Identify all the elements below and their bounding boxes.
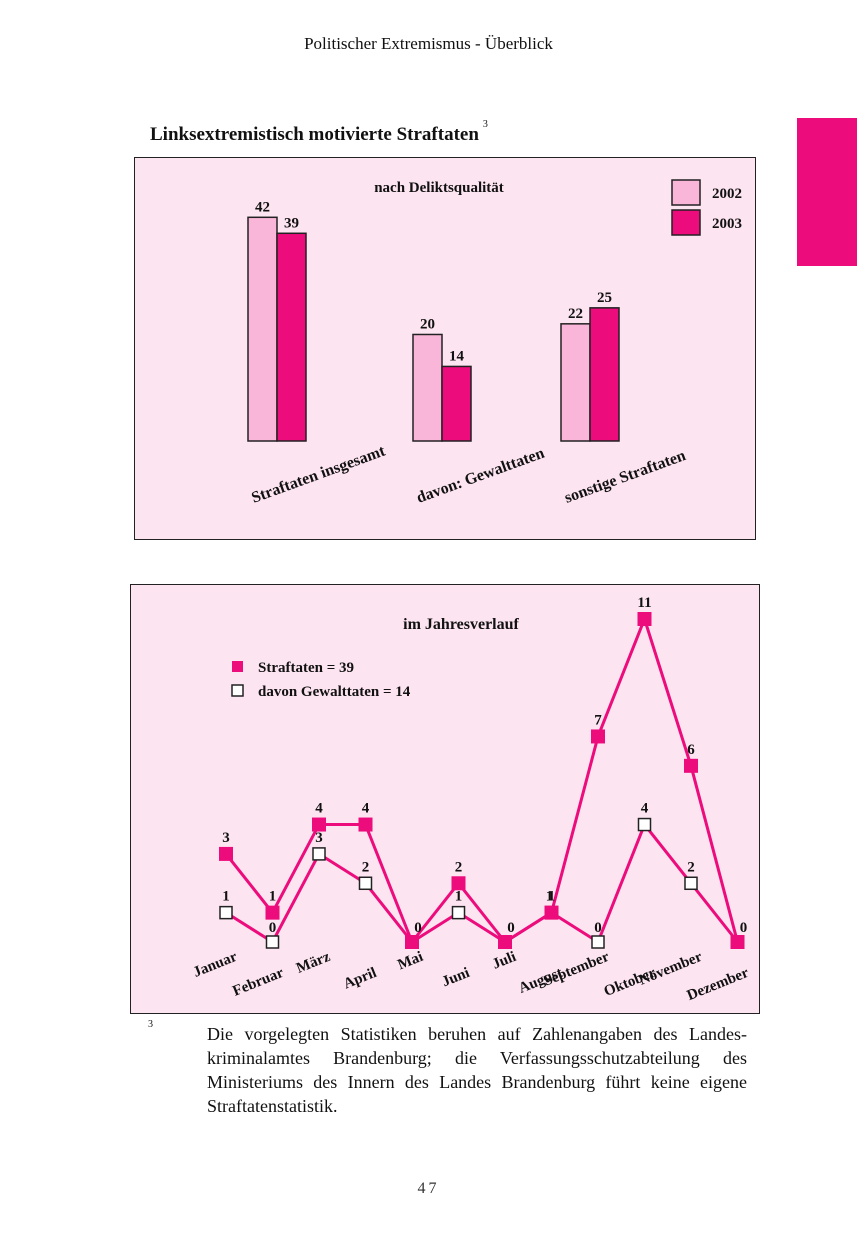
bar-value-label: 22	[568, 306, 583, 322]
month-label: April	[341, 965, 379, 993]
month-label: Februar	[231, 965, 287, 1000]
footnote-mark: 3	[148, 1019, 153, 1030]
data-point-gewalttaten	[219, 905, 233, 920]
value-label-gewalttaten: 2	[362, 859, 370, 875]
page-number: 47	[417, 1180, 440, 1197]
value-label-gewalttaten: 2	[687, 859, 695, 875]
value-label-gewalttaten: 3	[315, 830, 323, 846]
section-title-text: Linksextremistisch motivierte Straftaten	[150, 124, 479, 145]
value-label-straftaten: 1	[548, 889, 556, 905]
data-point-straftaten	[591, 729, 605, 744]
month-label: März	[294, 949, 333, 977]
data-point-straftaten	[358, 817, 373, 832]
line-chart-panel: im Jahresverlauf Straftaten = 39 davon Gew…	[130, 584, 760, 1014]
value-label-gewalttaten: 1	[546, 889, 554, 905]
month-label: Juli	[490, 949, 518, 973]
category-label: davon: Gewalttaten	[414, 445, 546, 507]
bar-2002-3	[560, 323, 591, 442]
series-line-1	[224, 617, 739, 944]
data-point-straftaten	[219, 846, 233, 861]
bar-2003-2	[441, 365, 472, 442]
month-label: Mai	[396, 949, 426, 974]
line-chart-title: im Jahresverlauf	[403, 616, 519, 633]
series-line-2	[225, 823, 739, 944]
month-label: November	[637, 949, 705, 989]
bar-value-label: 39	[284, 215, 299, 231]
value-label-straftaten: 2	[455, 859, 463, 875]
legend-swatch-2003	[671, 209, 701, 236]
legend-label: Straftaten = 39	[258, 660, 354, 676]
data-point-straftaten	[265, 905, 280, 920]
legend-label: 2002	[712, 186, 742, 202]
line-chart: im Jahresverlauf Straftaten = 39 davon Gew…	[191, 595, 752, 1004]
bar-2003-3	[589, 307, 620, 442]
value-label-gewalttaten: 4	[641, 801, 649, 817]
data-point-straftaten	[405, 935, 419, 949]
bar-value-label: 42	[255, 199, 270, 215]
value-label-straftaten: 4	[315, 801, 323, 817]
bar-value-label: 20	[420, 316, 435, 332]
value-label-gewalttaten: 0	[269, 920, 277, 936]
category-label: sonstige Straftaten	[562, 447, 688, 507]
data-point-gewalttaten	[684, 876, 698, 891]
data-point-straftaten	[637, 612, 652, 626]
data-point-gewalttaten	[312, 847, 326, 861]
month-label: Dezember	[685, 965, 752, 1004]
month-label: Januar	[191, 949, 240, 981]
footnote-reference: 3	[482, 118, 488, 130]
value-label-straftaten: 1	[269, 889, 277, 905]
bar-chart-panel: nach Deliktsqualität 42 39 Straftaten insge…	[134, 157, 756, 540]
data-point-straftaten	[730, 935, 745, 949]
section-title: Linksextremistisch motivierte Straftaten…	[150, 119, 488, 146]
bar-value-label: 14	[449, 348, 465, 364]
value-label-gewalttaten: 0	[594, 920, 602, 936]
data-point-gewalttaten	[265, 935, 280, 949]
footnote-text: Die vorgelegten Statistiken beruhen auf …	[207, 1024, 747, 1116]
page-header: Politischer Extremismus - Überblick	[304, 34, 553, 53]
data-point-straftaten	[684, 758, 698, 773]
legend-swatch-2002	[671, 179, 701, 206]
bar-chart-title: nach Deliktsqualität	[374, 180, 504, 196]
chapter-tab-marker	[797, 118, 857, 266]
data-point-gewalttaten	[591, 935, 605, 949]
data-point-gewalttaten	[358, 876, 373, 891]
legend-label: 2003	[712, 216, 742, 232]
value-label-straftaten: 6	[687, 742, 695, 758]
legend-marker-hollow	[231, 684, 244, 697]
bar-2002-1	[247, 216, 278, 442]
value-label-straftaten: 0	[507, 920, 515, 936]
data-point-straftaten	[544, 905, 559, 920]
value-label-straftaten: 11	[637, 595, 651, 611]
bar-2002-2	[412, 333, 443, 442]
value-label-gewalttaten: 1	[455, 889, 463, 905]
category-label: Straftaten insgesamt	[249, 442, 388, 506]
month-label: Juni	[440, 965, 472, 990]
data-point-straftaten	[451, 876, 466, 891]
value-label-gewalttaten: 1	[222, 889, 230, 905]
value-label-straftaten: 3	[222, 830, 230, 846]
legend-label: davon Gewalttaten = 14	[258, 684, 411, 700]
bar-2003-1	[276, 232, 307, 442]
value-label-straftaten: 7	[594, 712, 602, 728]
data-point-gewalttaten	[637, 817, 652, 832]
value-label-straftaten: 0	[414, 920, 422, 936]
data-point-straftaten	[312, 817, 326, 832]
data-point-straftaten	[498, 935, 512, 949]
value-label-straftaten: 4	[362, 801, 370, 817]
data-point-gewalttaten	[451, 905, 466, 920]
bar-chart: nach Deliktsqualität 42 39 Straftaten insge…	[247, 179, 742, 507]
legend-marker-filled	[232, 661, 243, 672]
bar-value-label: 25	[597, 290, 612, 306]
value-label-straftaten: 0	[740, 920, 748, 936]
